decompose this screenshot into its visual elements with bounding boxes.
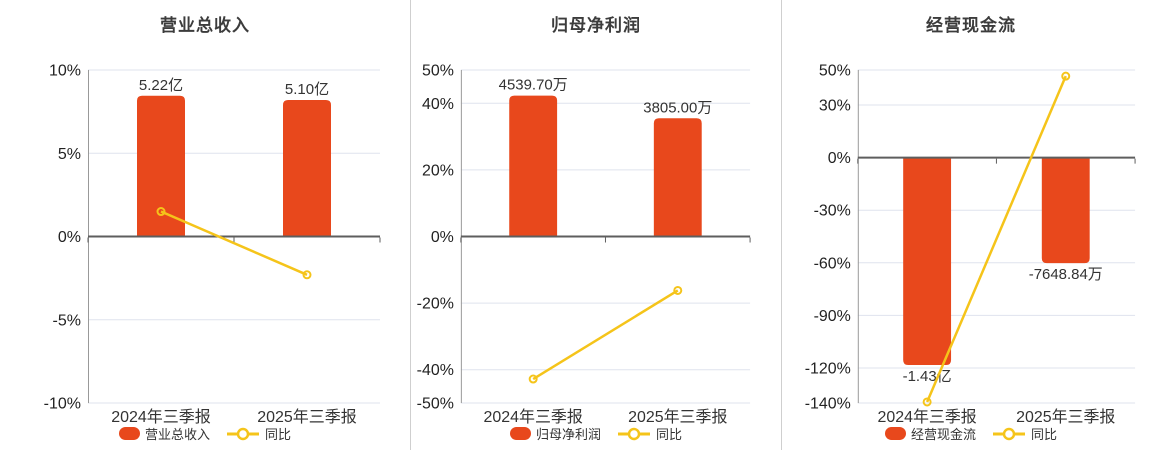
trend-line xyxy=(160,210,308,276)
bar[interactable] xyxy=(509,95,558,237)
bar[interactable] xyxy=(903,157,952,365)
legend: 营业总收入 同比 xyxy=(0,424,410,443)
y-tick-label: 30% xyxy=(819,98,851,115)
trend-line xyxy=(532,289,679,381)
x-axis-label: 2025年三季报 xyxy=(257,408,357,426)
legend: 经营现金流 同比 xyxy=(782,424,1160,443)
trend-point[interactable] xyxy=(1061,71,1071,81)
y-tick-label: 40% xyxy=(422,96,454,113)
bar[interactable] xyxy=(1041,157,1090,264)
x-axis-label: 2024年三季报 xyxy=(111,408,211,426)
bar-value-label: 5.22亿 xyxy=(139,77,183,94)
x-axis-label: 2024年三季报 xyxy=(877,408,976,426)
bar-value-label: -7648.84万 xyxy=(1029,266,1103,283)
x-axis-label: 2025年三季报 xyxy=(628,408,727,426)
legend: 归母净利润 同比 xyxy=(411,424,781,443)
y-tick-label: -50% xyxy=(417,395,454,412)
legend-item-line-series[interactable]: 同比 xyxy=(992,424,1057,443)
legend-item-bar-series[interactable]: 归母净利润 xyxy=(509,424,601,443)
y-tick-label: -120% xyxy=(805,360,851,377)
y-tick-label: -20% xyxy=(417,296,454,313)
bar[interactable] xyxy=(137,95,185,237)
chart-plot: 10% 5% 0% -5% -10% 5.22亿 5.10亿 2024年三季报 2025年三季报 xyxy=(44,63,381,426)
bar[interactable] xyxy=(653,118,702,237)
bar-value-label: 3805.00万 xyxy=(643,99,712,116)
chart-panel-operating-cash-flow: 经营现金流 50% 30% 0% -30% -60% -90% -120% -140% -1.4… xyxy=(781,0,1160,450)
bar-value-label: 5.10亿 xyxy=(285,81,329,98)
y-tick-label: -30% xyxy=(814,203,851,220)
legend-label: 经营现金流 xyxy=(910,427,976,442)
legend-label: 同比 xyxy=(656,427,683,442)
legend-label: 营业总收入 xyxy=(144,427,210,442)
legend-item-bar-series[interactable]: 经营现金流 xyxy=(884,424,976,443)
y-tick-label: -10% xyxy=(44,396,81,413)
legend-item-bar-series[interactable]: 营业总收入 xyxy=(118,424,210,443)
bar-series-swatch-icon xyxy=(884,427,906,440)
y-tick-label: 10% xyxy=(49,63,81,80)
legend-label: 同比 xyxy=(265,427,292,442)
trend-point[interactable] xyxy=(922,397,932,407)
trend-point[interactable] xyxy=(528,374,538,384)
y-tick-label: 0% xyxy=(58,229,81,246)
y-tick-label: 0% xyxy=(828,150,851,167)
line-series-marker-icon xyxy=(618,427,650,440)
x-axis-label: 2025年三季报 xyxy=(1016,408,1115,426)
y-tick-label: 0% xyxy=(431,229,454,246)
chart-plot: 50% 40% 20% 0% -20% -40% -50% 4539.70万 3805.00万 2… xyxy=(417,62,751,426)
trend-line xyxy=(925,75,1067,403)
trend-point[interactable] xyxy=(673,285,683,295)
bar[interactable] xyxy=(283,99,331,237)
chart-plot: 50% 30% 0% -30% -60% -90% -120% -140% -1.43亿 -764… xyxy=(805,62,1136,426)
chart-panel-net-profit: 归母净利润 50% 40% 20% 0% -20% -40% -50% 4539.70万 380… xyxy=(410,0,781,450)
chart-title: 经营现金流 xyxy=(926,16,1016,35)
y-tick-label: -90% xyxy=(814,308,851,325)
y-tick-label: -60% xyxy=(814,255,851,272)
legend-label: 归母净利润 xyxy=(535,427,601,442)
chart-title: 营业总收入 xyxy=(160,16,250,35)
line-series-marker-icon xyxy=(227,427,259,440)
y-tick-label: 50% xyxy=(422,62,454,79)
bar-value-label: 4539.70万 xyxy=(499,77,568,94)
y-tick-label: -140% xyxy=(805,395,851,412)
x-axis-label: 2024年三季报 xyxy=(484,408,583,426)
chart-panel-operating-revenue: 营业总收入 10% 5% 0% -5% -10% 5.22亿 5.10亿 2024年三季报 20… xyxy=(0,0,410,450)
bar-series-swatch-icon xyxy=(118,427,140,440)
y-tick-label: 5% xyxy=(58,146,81,163)
y-tick-label: 20% xyxy=(422,162,454,179)
trend-point[interactable] xyxy=(156,207,166,217)
legend-label: 同比 xyxy=(1031,427,1058,442)
chart-title: 归母净利润 xyxy=(551,16,641,35)
line-series-marker-icon xyxy=(993,427,1025,440)
y-tick-label: 50% xyxy=(819,62,851,79)
legend-item-line-series[interactable]: 同比 xyxy=(226,424,291,443)
y-tick-label: -5% xyxy=(53,312,81,329)
bar-value-label: -1.43亿 xyxy=(903,368,952,385)
legend-item-line-series[interactable]: 同比 xyxy=(617,424,682,443)
y-tick-label: -40% xyxy=(417,362,454,379)
trend-point[interactable] xyxy=(302,270,312,280)
bar-series-swatch-icon xyxy=(509,427,531,440)
